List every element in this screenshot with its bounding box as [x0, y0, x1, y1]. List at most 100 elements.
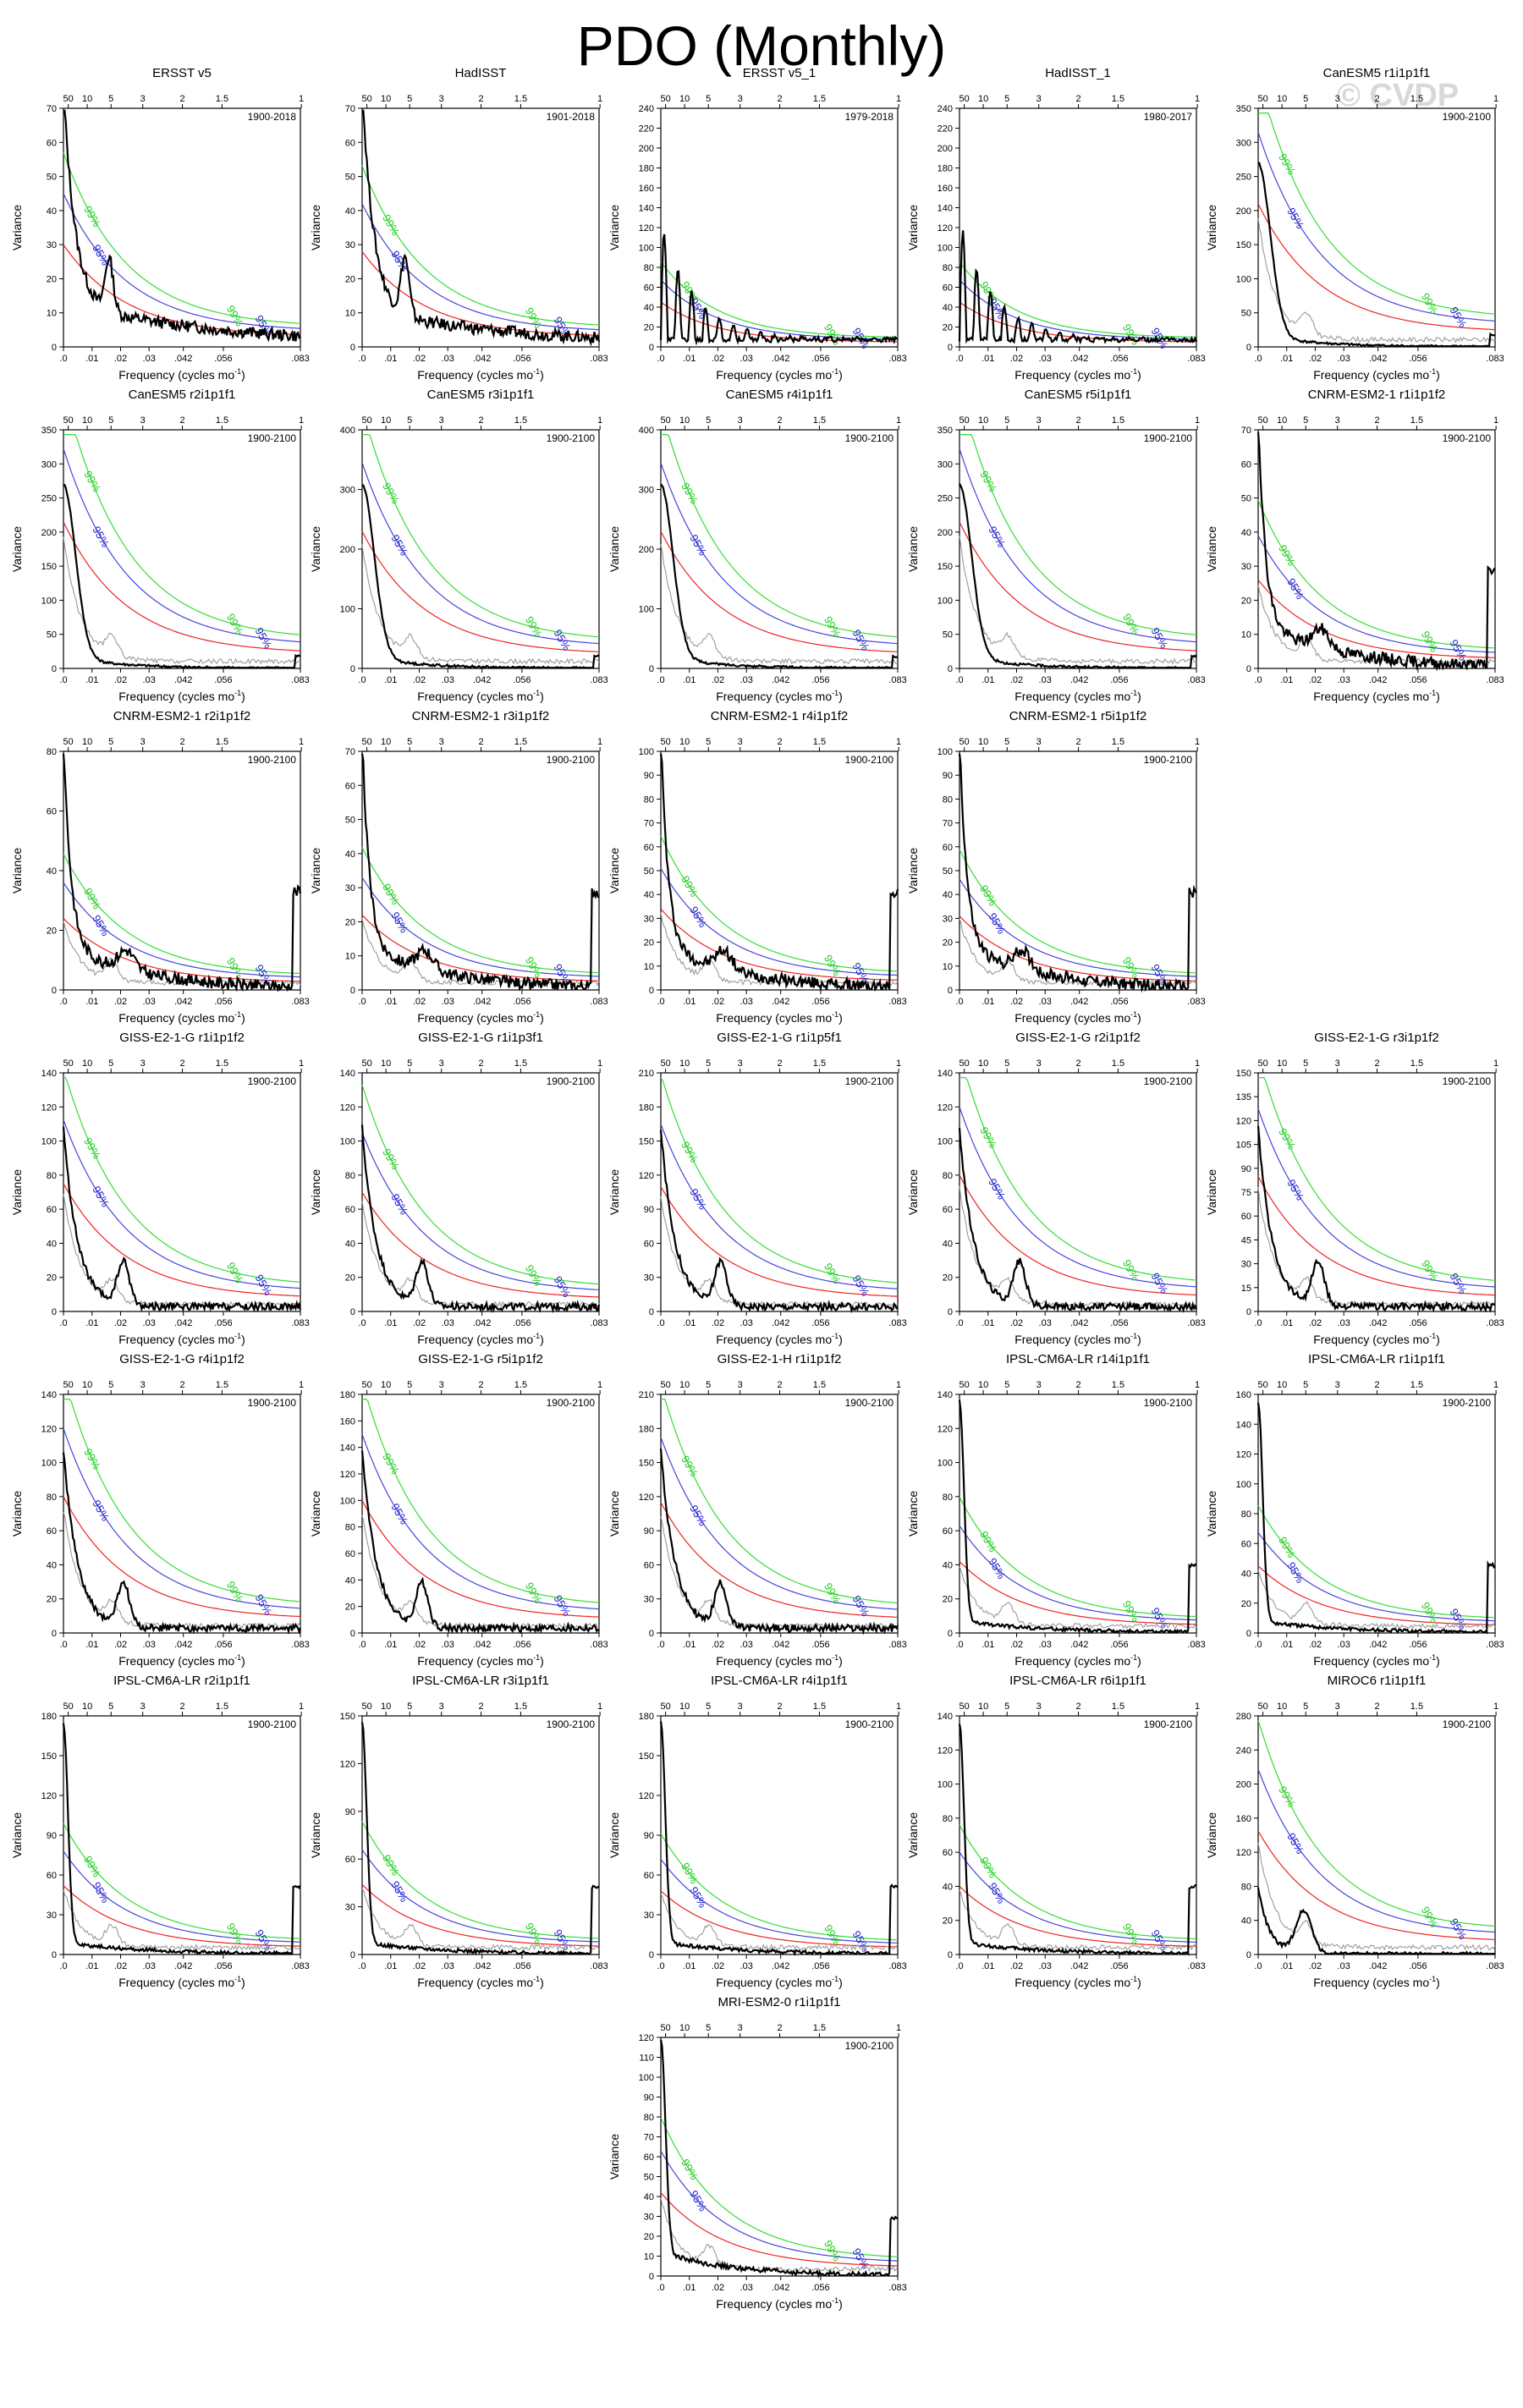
x-axis-label: Frequency (cycles mo-1)	[1014, 689, 1141, 703]
x-tick-label: .01	[1280, 675, 1293, 685]
x-tick-label: .01	[1280, 354, 1293, 364]
sig95-label: 95%	[986, 1176, 1008, 1201]
x-tick-label: .01	[384, 1640, 397, 1650]
top-tick-label: 1	[1493, 415, 1498, 426]
x-axis-label-close: )	[1436, 690, 1440, 703]
spectrum-panel: CanESM5 r5i1p1f11900-2100050100150200250…	[906, 388, 1206, 703]
spectrum-panel: MRI-ESM2-0 r1i1p1f1 1900-2100 0 10 20 30 40 50 6…	[608, 1995, 907, 2311]
sig99-curve	[1257, 1720, 1496, 1927]
spectrum-panel: CanESM5 r3i1p1f1 1900-2100 0 100 200 300 400 .0…	[309, 388, 608, 703]
sig99-curve	[1258, 1077, 1496, 1281]
sig99-label: 99%	[380, 882, 402, 907]
x-tick-label: .03	[1338, 675, 1350, 685]
panel-title: GISS-E2-1-G r1i1p1f2	[119, 1031, 245, 1045]
x-tick-label: .01	[85, 1318, 98, 1328]
top-tick-label: 3	[140, 1380, 146, 1390]
plot-frame	[959, 1072, 1197, 1312]
sig99-label: 99%	[679, 2157, 701, 2182]
top-tick-label: 50	[959, 94, 969, 104]
top-tick-label: 1	[896, 737, 901, 747]
sig99-label: 99%	[1120, 1257, 1142, 1283]
top-tick-label: 1.5	[1112, 1702, 1124, 1712]
sig99-curve	[959, 1497, 1197, 1618]
top-tick-label: 2	[778, 415, 783, 426]
plot-frame	[660, 1394, 899, 1634]
spectrum-panel: CanESM5 r1i1p1f11900-2100050100150200250…	[1205, 66, 1504, 382]
top-tick-label: 2	[778, 1702, 783, 1712]
y-axis-label: Variance	[309, 1491, 322, 1537]
y-tick-label: 75	[1241, 1188, 1251, 1198]
top-tick-label: 3	[738, 1058, 743, 1069]
top-tick-label: 1	[1195, 1702, 1200, 1712]
x-tick-label: .056	[513, 1640, 531, 1650]
top-tick-label: 10	[1277, 1380, 1287, 1390]
top-tick-label: 3	[140, 737, 146, 747]
y-tick-label: 10	[1241, 630, 1251, 640]
power-spectrum-line	[360, 753, 600, 992]
y-tick-label: 250	[937, 494, 953, 504]
x-tick-label: .02	[413, 675, 426, 685]
red-noise-curve	[1257, 1175, 1496, 1296]
sig99-curve	[660, 261, 898, 338]
x-axis-label-close: )	[1137, 1333, 1141, 1346]
x-tick-label: .03	[1338, 1961, 1350, 1971]
top-tick-label: 1	[597, 415, 602, 426]
x-tick-label: .042	[1070, 675, 1088, 685]
y-tick-label: 20	[345, 1273, 355, 1284]
y-tick-label: 30	[345, 1903, 355, 1913]
period-label: 1900-2100	[547, 754, 596, 766]
sig99-label: 99%	[977, 1124, 999, 1150]
y-tick-label: 140	[41, 1069, 57, 1079]
y-tick-label: 0	[1246, 1629, 1251, 1639]
plot-frame	[63, 107, 301, 348]
top-tick-label: 2	[1076, 415, 1081, 426]
x-axis-label: Frequency (cycles mo-1)	[1313, 1332, 1440, 1346]
top-tick-label: 50	[361, 1702, 371, 1712]
top-tick-label: 5	[1004, 1380, 1009, 1390]
y-tick-label: 60	[644, 1871, 654, 1881]
top-tick-label: 5	[108, 737, 113, 747]
x-tick-label: .056	[1409, 1318, 1427, 1328]
plot-frame	[361, 1394, 600, 1634]
y-tick-label: 0	[52, 986, 57, 996]
x-tick-label: .083	[291, 1961, 309, 1971]
x-tick-label: .03	[740, 1961, 753, 1971]
sig95-curve	[959, 1525, 1197, 1621]
y-tick-label: 240	[1236, 1746, 1251, 1756]
power-spectrum-line	[1256, 1887, 1496, 1955]
y-tick-label: 120	[340, 1470, 355, 1480]
period-label: 1900-2100	[1443, 1075, 1492, 1087]
y-tick-label: 0	[1246, 1950, 1251, 1960]
x-tick-label: .0	[1254, 1961, 1262, 1971]
sig95-label: 95%	[1448, 637, 1470, 662]
panel-title: MIROC6 r1i1p1f1	[1328, 1674, 1427, 1688]
x-tick-label: .0	[657, 354, 664, 364]
top-tick-label: 2	[778, 2023, 783, 2033]
x-tick-label: .056	[513, 1961, 531, 1971]
top-tick-label: 10	[82, 737, 92, 747]
y-tick-label: 30	[47, 1910, 57, 1921]
x-tick-label: .03	[442, 675, 454, 685]
plot-frame	[1257, 429, 1496, 669]
y-tick-label: 60	[47, 807, 57, 817]
x-tick-label: .03	[442, 1640, 454, 1650]
y-tick-label: 100	[937, 1780, 953, 1790]
y-tick-label: 180	[41, 1712, 57, 1722]
x-tick-label: .083	[888, 1318, 906, 1328]
y-tick-label: 100	[340, 1496, 355, 1506]
y-tick-label: 70	[644, 819, 654, 829]
y-tick-label: 180	[639, 164, 654, 174]
x-tick-label: .056	[1409, 1640, 1427, 1650]
y-tick-label: 60	[47, 138, 57, 148]
x-tick-label: .01	[981, 354, 994, 364]
sig99-curve	[63, 434, 301, 635]
x-tick-label: .02	[712, 1640, 724, 1650]
top-tick-label: 2	[180, 1058, 185, 1069]
sig99-label: 99%	[523, 1580, 545, 1605]
x-tick-label: .02	[114, 354, 127, 364]
x-tick-label: .056	[214, 675, 232, 685]
x-axis-label-close: )	[1137, 368, 1141, 382]
top-tick-label: 5	[108, 1702, 113, 1712]
power-spectrum-line	[62, 753, 302, 992]
x-tick-label: .083	[1187, 675, 1205, 685]
